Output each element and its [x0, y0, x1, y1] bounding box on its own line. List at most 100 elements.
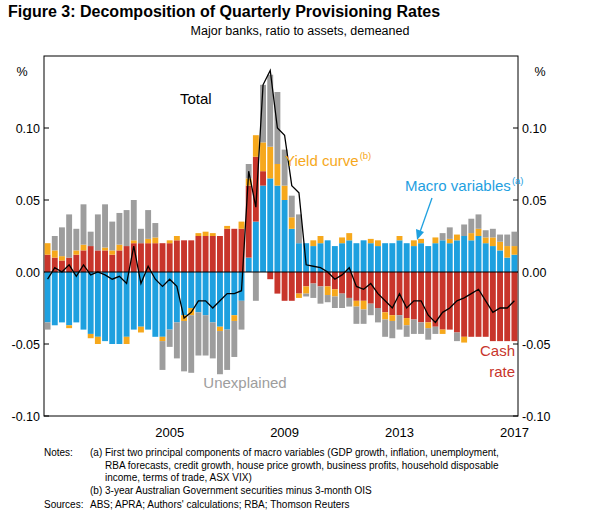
bar [210, 236, 216, 272]
bar [124, 246, 130, 272]
bar [203, 315, 209, 355]
bar [260, 142, 266, 171]
zero-line [44, 272, 518, 273]
bar [59, 272, 65, 322]
bar [296, 243, 302, 272]
bar [217, 331, 223, 374]
bar [325, 240, 331, 272]
bar [404, 318, 410, 325]
bar [282, 272, 288, 301]
bar [203, 232, 209, 236]
series-label: Unexplained [203, 374, 286, 391]
bar [332, 296, 338, 308]
bar [411, 320, 417, 334]
bar [382, 272, 388, 312]
bar [174, 240, 180, 272]
footnote-lead: Notes: [44, 447, 73, 458]
footnote-lead: Sources: [44, 499, 83, 510]
bar [440, 272, 446, 330]
bar [468, 240, 474, 272]
bar [160, 337, 166, 341]
bar [353, 307, 359, 324]
bar [210, 272, 216, 322]
bar [339, 243, 345, 272]
chart: Figure 3: Decomposition of Quarterly Pro… [0, 0, 600, 526]
bar [59, 256, 65, 260]
bar [274, 164, 280, 186]
bar [346, 298, 352, 307]
bar [361, 272, 367, 301]
bar [195, 272, 201, 312]
bar [131, 272, 137, 330]
bar [511, 255, 517, 272]
bar [145, 210, 151, 239]
bar [490, 237, 496, 246]
bar [45, 255, 51, 272]
bar [181, 240, 187, 272]
bar [461, 236, 467, 272]
bar [382, 312, 388, 319]
bar [45, 322, 51, 329]
bar [231, 315, 237, 321]
bar [332, 289, 338, 296]
bar [73, 250, 79, 254]
bar [167, 243, 173, 272]
bar [160, 272, 166, 337]
bar [461, 337, 467, 343]
bar [504, 235, 510, 247]
arrow-head [416, 229, 424, 240]
bar [497, 272, 503, 341]
bar [260, 186, 266, 272]
y-tick-right [513, 128, 518, 129]
bar [397, 315, 403, 329]
y-tick-right [513, 200, 518, 201]
bar [282, 200, 288, 272]
y-tick [44, 128, 49, 129]
bar [418, 272, 424, 322]
bar [95, 250, 101, 272]
bar [95, 214, 101, 250]
bar [476, 229, 482, 236]
y-tick-label-right: -0.05 [522, 338, 551, 352]
bar [318, 272, 324, 286]
bar [461, 272, 467, 337]
bar [73, 229, 79, 251]
bar [361, 240, 367, 272]
y-tick [44, 344, 49, 345]
bar [81, 245, 87, 251]
bar [174, 322, 180, 358]
bar [382, 243, 388, 272]
bar [124, 337, 130, 344]
y-tick-label-right: -0.10 [522, 410, 551, 424]
bar [109, 272, 115, 344]
bar [109, 222, 115, 251]
bar [116, 272, 122, 344]
marks [45, 75, 518, 375]
bar [52, 250, 58, 257]
footnote-line: RBA forecasts, credit growth, house pric… [105, 460, 499, 471]
bar [346, 272, 352, 298]
bar [310, 240, 316, 246]
bar [303, 294, 309, 297]
bar [483, 237, 489, 243]
y-tick-label-right: 0.10 [522, 122, 546, 136]
bar [368, 243, 374, 272]
bar [389, 315, 395, 321]
bar [289, 217, 295, 229]
bar [511, 272, 517, 341]
bar [289, 196, 295, 218]
bar [231, 321, 237, 357]
x-tick-label: 2009 [270, 425, 299, 440]
bar [375, 240, 381, 246]
x-tick-label: 2013 [385, 425, 414, 440]
bar [217, 236, 223, 272]
bar [246, 258, 252, 272]
bar [52, 272, 58, 325]
bar [289, 229, 295, 272]
line-marks [48, 70, 515, 322]
bar [267, 272, 273, 279]
bar [138, 243, 144, 272]
bar [195, 312, 201, 355]
bar [239, 301, 245, 330]
bar [66, 272, 72, 325]
